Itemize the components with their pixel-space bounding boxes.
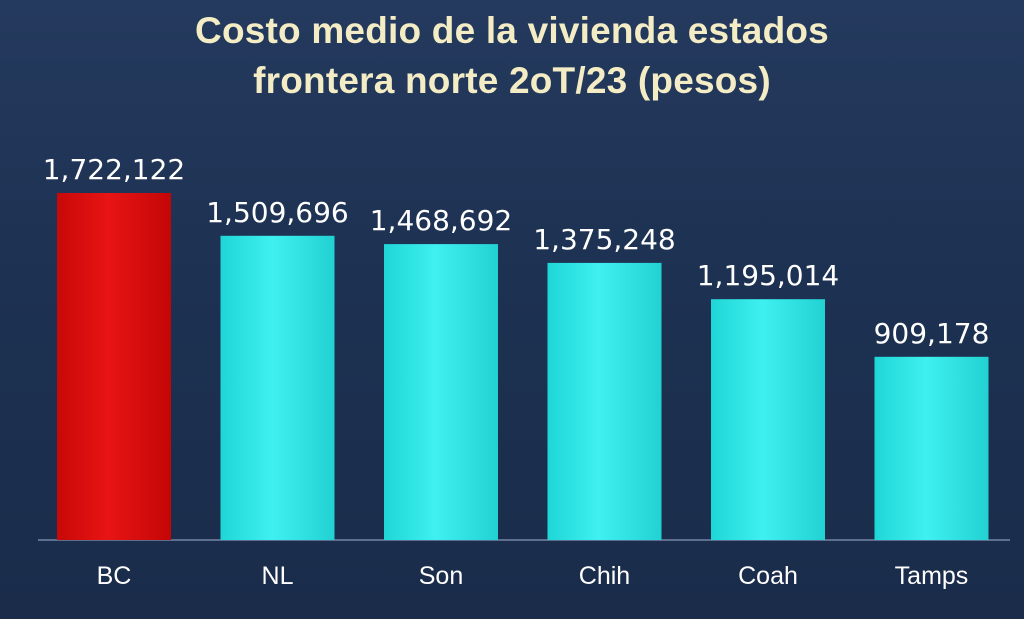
value-label-nl: 1,509,696	[206, 196, 349, 229]
bars-group: 1,722,122 BC 1,509,696 NL 1,468,692 Son 1,375,…	[43, 153, 990, 590]
category-label-nl: NL	[262, 562, 294, 590]
bar-coah	[711, 299, 825, 540]
category-label-bc: BC	[97, 562, 132, 590]
bar-nl	[220, 235, 335, 541]
value-label-bc: 1,722,122	[43, 153, 186, 186]
value-label-tamps: 909,178	[874, 317, 990, 350]
bar-chih	[547, 262, 662, 540]
chart-title-block: Costo medio de la vivienda estados front…	[0, 6, 1024, 106]
value-label-chih: 1,375,248	[533, 223, 676, 256]
bar-bc	[57, 193, 171, 540]
chart-title: Costo medio de la vivienda estados	[195, 10, 829, 51]
value-label-coah: 1,195,014	[697, 259, 840, 292]
bar-tamps	[874, 356, 989, 540]
chart-subtitle: frontera norte 2oT/23 (pesos)	[253, 60, 771, 101]
bar-son	[384, 244, 498, 540]
category-label-son: Son	[419, 562, 463, 590]
value-label-son: 1,468,692	[370, 204, 513, 237]
category-label-chih: Chih	[579, 562, 630, 590]
category-label-tamps: Tamps	[895, 562, 969, 590]
category-label-coah: Coah	[738, 562, 798, 590]
